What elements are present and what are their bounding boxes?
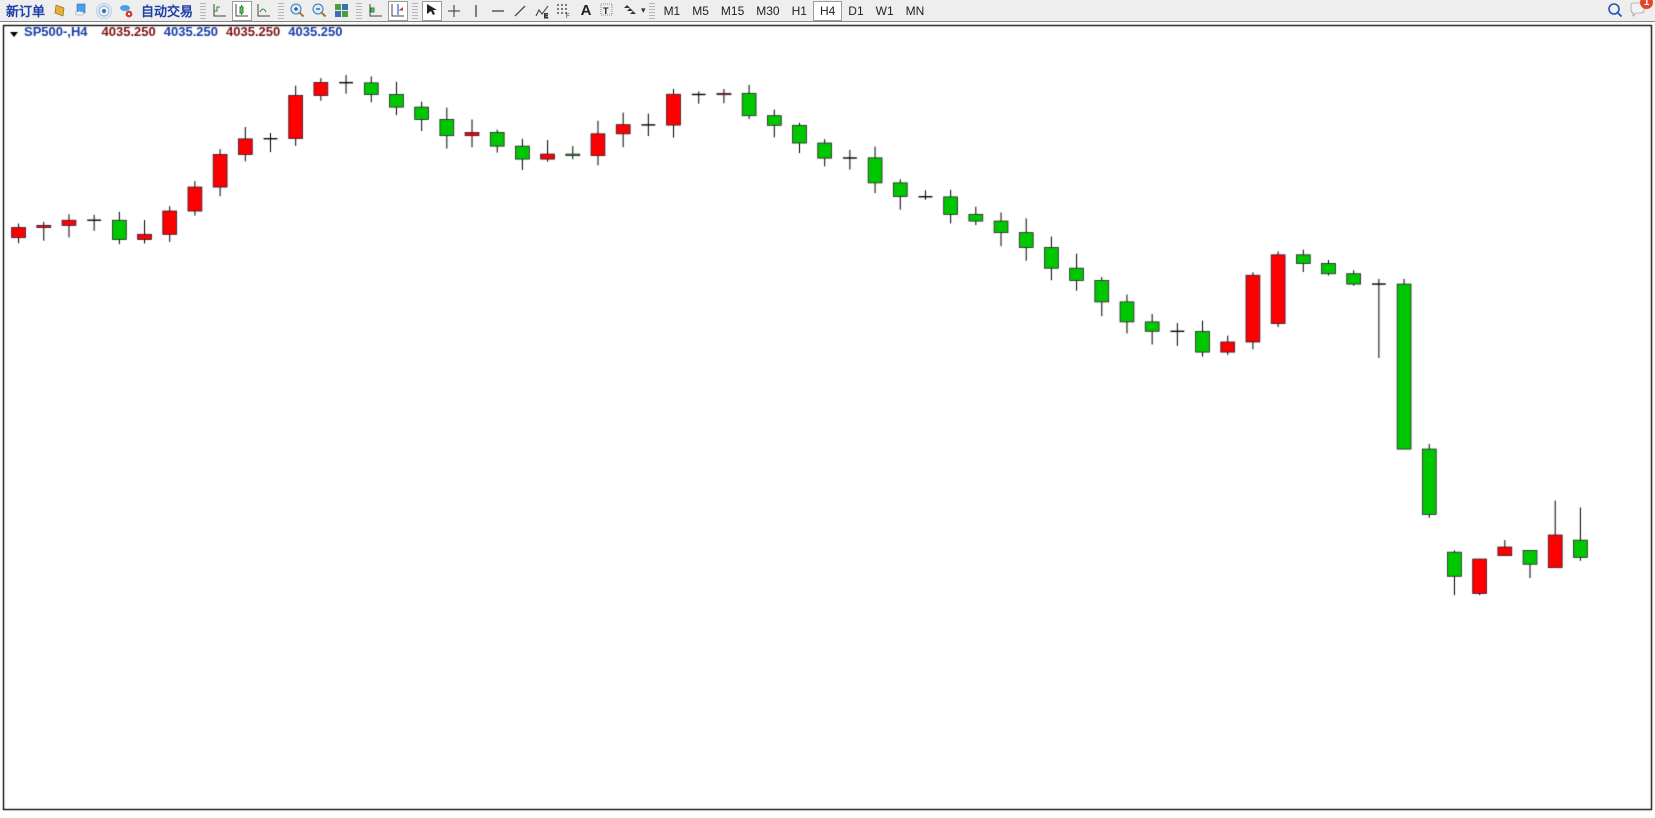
svg-text:F: F <box>566 14 570 20</box>
svg-text:E: E <box>544 14 548 20</box>
svg-text:T: T <box>603 6 609 16</box>
